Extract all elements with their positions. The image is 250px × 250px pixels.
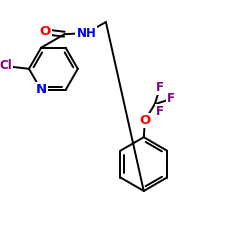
Text: O: O xyxy=(139,114,150,126)
Text: F: F xyxy=(156,81,164,94)
Text: Cl: Cl xyxy=(0,60,12,72)
Text: NH: NH xyxy=(76,26,96,40)
Text: O: O xyxy=(39,25,50,38)
Text: F: F xyxy=(156,105,164,118)
Text: F: F xyxy=(167,92,175,105)
Text: N: N xyxy=(36,84,47,96)
